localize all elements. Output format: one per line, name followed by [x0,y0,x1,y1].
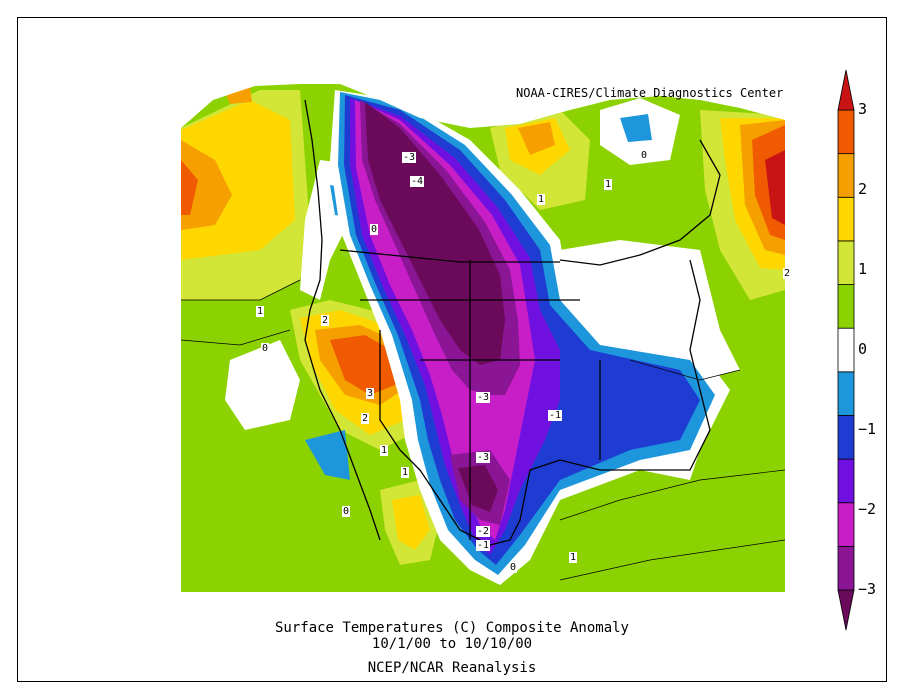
contour-label: 1 [569,552,578,563]
contour-label: -3 [402,152,417,163]
map-field [181,84,785,592]
contour-label: 1 [380,445,389,456]
colorbar-label: 1 [858,260,868,278]
contour-label: 1 [537,194,546,205]
colorbar-label: −1 [858,420,877,438]
contour-label: -1 [476,540,491,551]
contour-label: 2 [783,268,792,279]
contour-lines [180,279,786,581]
contour-label: -2 [476,526,491,537]
contour-label: 3 [366,388,375,399]
contour-label: 1 [256,306,265,317]
contour-label: 2 [321,315,330,326]
title-line-2: 10/1/00 to 10/10/00 [371,636,533,652]
colorbar-top-arrow [837,69,855,111]
colorbar-label: 3 [858,100,868,118]
colorbar-label: −2 [858,500,877,518]
contour-label: 0 [370,224,379,235]
contour-label: -3 [476,452,491,463]
contour-label: 2 [361,413,370,424]
title-line-1: Surface Temperatures (C) Composite Anoma… [274,620,629,636]
contour-label: 1 [604,179,613,190]
contour-label: 0 [640,150,649,161]
colorbar-label: 0 [858,340,868,358]
colorbar-segment [837,371,855,416]
colorbar-label: −3 [858,580,877,598]
figure-frame [17,17,887,682]
coastlines [304,99,721,546]
contour-label: 1 [401,467,410,478]
title-line-3: NCEP/NCAR Reanalysis [367,660,537,676]
contour-label: 0 [342,506,351,517]
colorbar-segment [837,240,855,285]
colorbar-segment [837,196,855,242]
colorbar-segment [837,109,855,155]
contour-label: -3 [476,392,491,403]
colorbar-segment [837,415,855,460]
colorbar-segment [837,502,855,547]
colorbar-segment [837,545,855,591]
colorbar-segment [837,327,855,373]
colorbar-label: 2 [858,180,868,198]
credit-text: NOAA-CIRES/Climate Diagnostics Center [516,86,784,100]
colorbar-segment [837,153,855,198]
contour-label: -1 [548,410,563,421]
contour-label: -4 [410,176,425,187]
contour-label: 0 [509,562,518,573]
colorbar-segment [837,284,855,329]
contour-label: 0 [261,343,270,354]
colorbar-segment [837,458,855,504]
